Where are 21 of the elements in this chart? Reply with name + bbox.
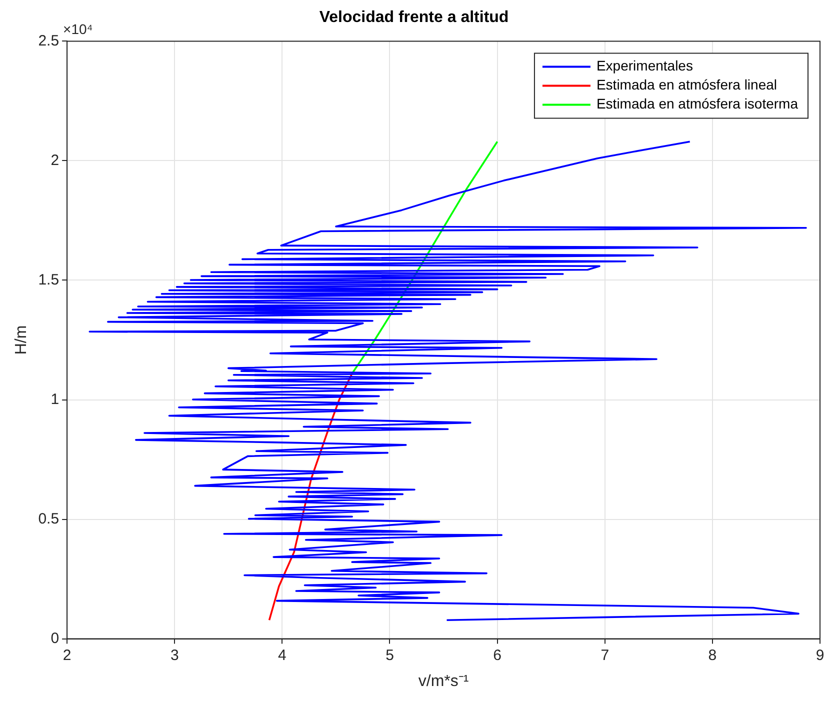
- x-tick-label: 4: [278, 646, 286, 664]
- y-tick-label: 2: [50, 152, 60, 169]
- chart-title: Velocidad frente a altitud: [319, 9, 509, 26]
- legend-label: Experimentales: [596, 58, 693, 74]
- x-tick-label: 3: [170, 646, 179, 664]
- x-axis-title: v/m*s⁻¹: [418, 672, 469, 690]
- x-tick-label: 5: [386, 646, 394, 664]
- y-tick-label: 0.5: [38, 510, 60, 528]
- legend-label: Estimada en atmósfera lineal: [596, 76, 778, 93]
- y-tick-label: 0: [50, 630, 60, 647]
- y-tick-label: 1: [50, 390, 60, 408]
- legend-label: Estimada en atmósfera isoterma: [596, 96, 798, 112]
- x-tick-label: 6: [493, 646, 502, 664]
- y-tick-label: 2.5: [38, 32, 60, 50]
- x-tick-label: 8: [708, 646, 717, 664]
- y-axis-title: H/m: [13, 325, 30, 355]
- x-tick-label: 2: [62, 646, 72, 664]
- x-tick-label: 9: [816, 646, 824, 664]
- y-tick-label: 1.5: [38, 271, 60, 288]
- x-tick-label: 7: [600, 646, 610, 664]
- text: ×10⁴: [63, 21, 93, 38]
